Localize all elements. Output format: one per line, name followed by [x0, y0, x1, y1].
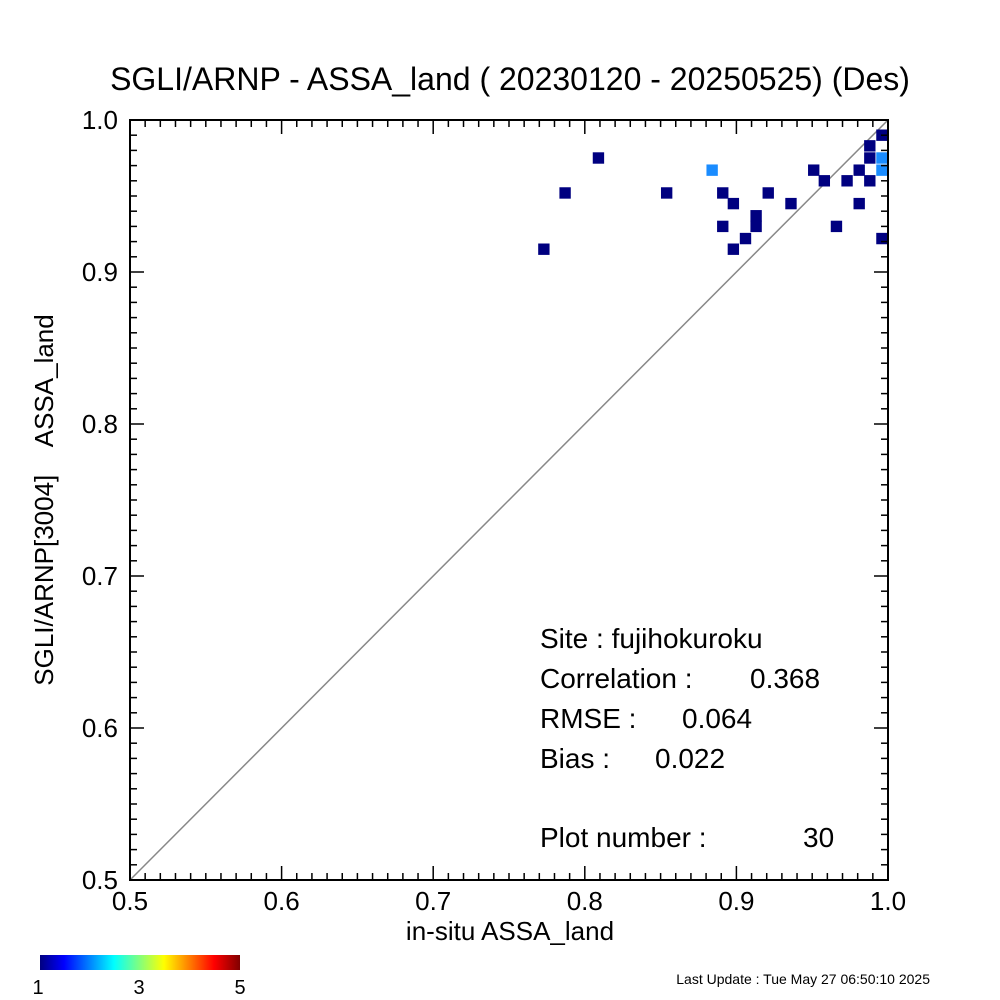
data-point	[750, 220, 762, 233]
data-point	[592, 152, 605, 164]
colorbar-mid-label: 3	[133, 977, 144, 999]
x-tick-labels: 0.5 0.6 0.7 0.8 0.9 1.0	[112, 886, 906, 916]
bias-value: 0.022	[655, 743, 725, 774]
x-tick-label: 0.5	[112, 886, 148, 916]
colorbar-gradient	[40, 955, 240, 970]
y-tick-label: 0.6	[82, 713, 118, 743]
x-tick-label: 0.6	[264, 886, 300, 916]
y-tick-label: 0.8	[82, 409, 118, 439]
data-point	[830, 220, 843, 233]
data-point	[864, 140, 876, 152]
last-update-text: Last Update : Tue May 27 06:50:10 2025	[676, 971, 930, 987]
correlation-value: 0.368	[750, 663, 820, 694]
data-point	[727, 243, 740, 255]
one-to-one-line	[129, 119, 889, 881]
rmse-value: 0.064	[682, 703, 752, 734]
plot-number-label: Plot number :	[540, 822, 707, 853]
data-point	[660, 187, 673, 199]
data-point	[717, 187, 729, 199]
y-tick-label: 0.9	[82, 257, 118, 287]
plot-area: 0.5 0.6 0.7 0.8 0.9 1.0 0.5 0.6 0.7 0.8 0.9 1.0	[82, 105, 906, 916]
data-point	[808, 164, 820, 176]
correlation-label: Correlation :	[540, 663, 693, 694]
y-axis-label: SGLI/ARNP[3004] ASSA_land	[29, 314, 59, 685]
data-point	[864, 175, 876, 187]
data-point	[864, 152, 876, 164]
data-point	[750, 210, 762, 222]
colorbar-min-label: 1	[32, 977, 43, 999]
data-point	[559, 187, 571, 199]
x-tick-label: 1.0	[870, 886, 906, 916]
stats-block: Site : fujihokuroku Correlation : 0.368 …	[540, 623, 834, 853]
data-point	[853, 164, 865, 176]
data-point	[841, 175, 853, 187]
data-point	[739, 232, 752, 245]
x-tick-label: 0.7	[415, 886, 451, 916]
bias-label: Bias :	[540, 743, 610, 774]
y-tick-label: 1.0	[82, 105, 118, 135]
data-point	[785, 197, 797, 210]
site-label: Site : fujihokuroku	[540, 623, 763, 654]
data-point	[818, 175, 831, 187]
x-axis-label: in-situ ASSA_land	[406, 916, 614, 946]
y-tick-labels: 0.5 0.6 0.7 0.8 0.9 1.0	[82, 105, 118, 895]
data-point	[762, 187, 774, 199]
rmse-label: RMSE :	[540, 703, 636, 734]
data-point	[876, 152, 888, 164]
chart-title: SGLI/ARNP - ASSA_land ( 20230120 - 20250…	[110, 61, 910, 97]
data-point	[876, 232, 888, 245]
y-tick-label: 0.5	[82, 865, 118, 895]
data-point	[876, 164, 888, 176]
data-point	[706, 164, 718, 176]
colorbar: 1 3 5	[32, 955, 246, 999]
x-tick-label: 0.9	[718, 886, 754, 916]
data-point	[717, 220, 729, 233]
colorbar-max-label: 5	[234, 977, 245, 999]
data-point	[853, 197, 865, 210]
data-point	[727, 197, 740, 210]
x-tick-label: 0.8	[567, 886, 603, 916]
data-point	[538, 243, 550, 255]
plot-number-value: 30	[803, 822, 834, 853]
data-points	[538, 129, 888, 255]
axis-ticks	[129, 119, 889, 881]
y-tick-label: 0.7	[82, 561, 118, 591]
